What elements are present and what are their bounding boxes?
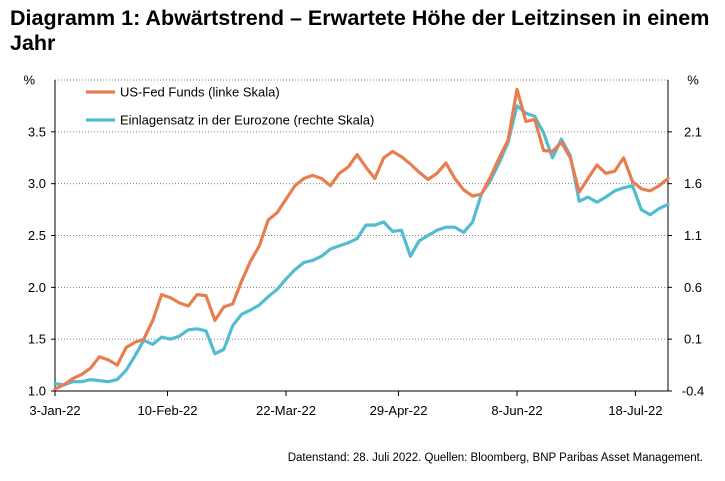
right-tick-label: 1.6 [684, 176, 702, 191]
left-tick-label: 2.5 [28, 228, 46, 243]
left-tick-label: 3.5 [28, 124, 46, 139]
x-tick-label: 10-Feb-22 [138, 403, 198, 418]
left-tick-label: 2.0 [28, 280, 46, 295]
legend: US-Fed Funds (linke Skala) Einlagensatz i… [86, 85, 374, 128]
fed-funds-line [53, 87, 670, 391]
x-tick-label: 3-Jan-22 [29, 403, 80, 418]
x-tick-label: 22-Mar-22 [256, 403, 316, 418]
left-unit-label: % [23, 73, 35, 88]
left-tick-label: 1.5 [28, 332, 46, 347]
legend-fed-funds-label: US-Fed Funds (linke Skala) [120, 85, 280, 100]
tick-labels: 1.0 1.5 2.0 2.5 3.0 3.5% -0.4 0.1 0.6 1.1 1.6 2.1% 3… [23, 73, 704, 419]
chart-title: Diagramm 1: Abwärtstrend – Erwartete Höh… [10, 6, 710, 55]
eurozone-deposit-line [53, 104, 670, 387]
right-tick-label: 1.1 [684, 228, 702, 243]
axes [51, 80, 672, 396]
legend-eurozone-deposit-label: Einlagensatz in der Eurozone (rechte Ska… [120, 113, 374, 128]
left-tick-label: 1.0 [28, 384, 46, 399]
x-tick-label: 18-Jul-22 [608, 403, 662, 418]
right-tick-label: 0.1 [684, 332, 702, 347]
series [53, 87, 670, 391]
x-tick-label: 8-Jun-22 [491, 403, 542, 418]
right-tick-label: -0.4 [682, 384, 704, 399]
right-tick-label: 0.6 [684, 280, 702, 295]
left-tick-label: 3.0 [28, 176, 46, 191]
source-note: Datenstand: 28. Juli 2022. Quellen: Bloo… [287, 452, 703, 464]
right-tick-label: 2.1 [684, 124, 702, 139]
right-unit-label: % [687, 73, 699, 88]
x-tick-label: 29-Apr-22 [370, 403, 428, 418]
